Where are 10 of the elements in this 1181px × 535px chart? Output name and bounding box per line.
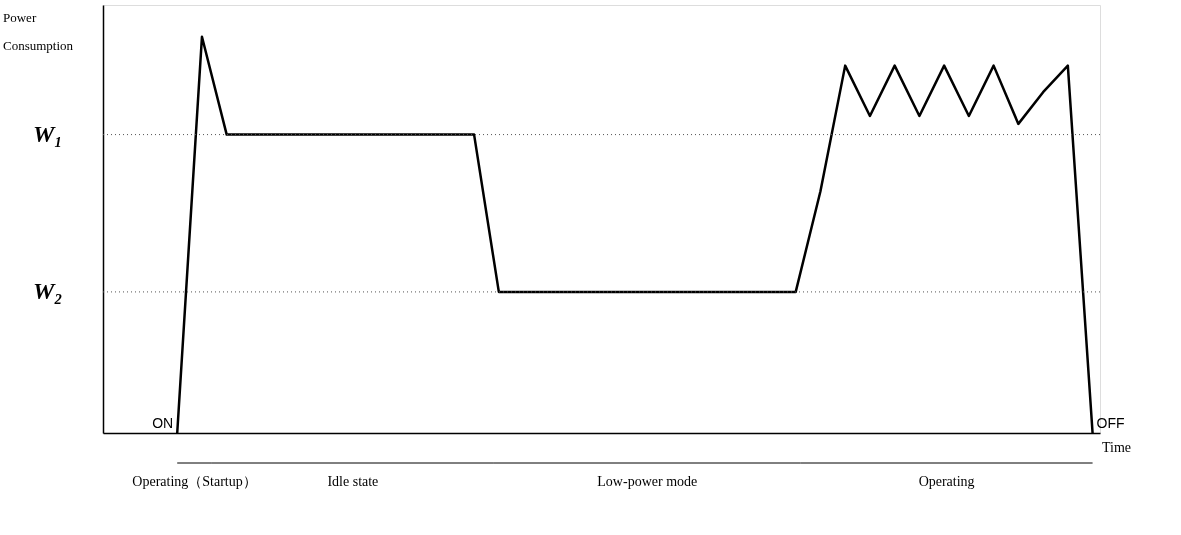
- text: Operating: [918, 474, 975, 489]
- annotation: OFF: [1096, 415, 1125, 431]
- ref-line-label: W₁: [33, 120, 63, 147]
- x-axis-title: Time: [1102, 440, 1132, 455]
- text: Low-power mode: [597, 474, 698, 489]
- y-axis-title: Power Consumption: [3, 10, 74, 53]
- text: Idle state: [327, 474, 379, 489]
- text: Operating（Startup）: [132, 474, 257, 489]
- annotation: ON: [152, 415, 174, 431]
- ref-line-label: W₂: [33, 277, 63, 304]
